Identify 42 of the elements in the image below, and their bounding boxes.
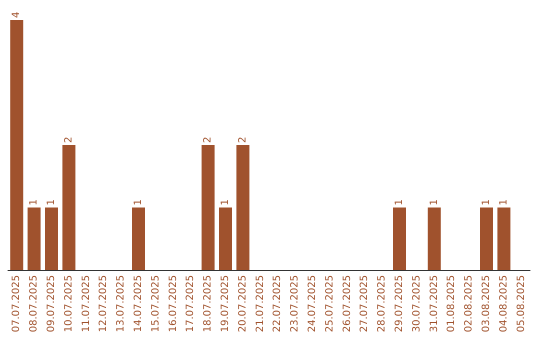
x-tick-label: 31.07.2025 <box>428 275 440 332</box>
x-tick-label: 28.07.2025 <box>376 275 388 332</box>
x-tick-label: 14.07.2025 <box>133 275 144 332</box>
data-label: 4 <box>11 12 22 18</box>
x-tick-label: 21.07.2025 <box>254 275 266 332</box>
x-tick-label: 08.07.2025 <box>28 275 40 332</box>
data-label: 1 <box>133 199 144 206</box>
x-tick-label: 11.07.2025 <box>80 275 92 332</box>
x-tick-label: 12.07.2025 <box>98 275 110 332</box>
data-label: 1 <box>498 199 510 206</box>
x-tick-label: 09.07.2025 <box>46 275 57 332</box>
data-label: 1 <box>220 199 231 206</box>
x-tick-label: 05.08.2025 <box>516 275 527 332</box>
x-tick-label: 24.07.2025 <box>307 275 318 332</box>
data-label: 1 <box>28 199 40 206</box>
data-label: 1 <box>428 199 440 206</box>
x-tick-label: 22.07.2025 <box>272 275 284 332</box>
x-tick-label: 25.07.2025 <box>324 275 336 332</box>
x-tick-label: 13.07.2025 <box>116 275 127 332</box>
data-label: 2 <box>63 136 74 143</box>
x-tick-label: 27.07.2025 <box>359 275 370 332</box>
x-tick-label: 04.08.2025 <box>498 275 510 332</box>
data-label: 2 <box>237 136 248 143</box>
data-label: 2 <box>202 136 214 143</box>
x-tick-label: 15.07.2025 <box>150 275 162 332</box>
x-tick-label: 29.07.2025 <box>394 275 405 332</box>
x-tick-label: 30.07.2025 <box>411 275 422 332</box>
x-tick-label: 23.07.2025 <box>290 275 301 332</box>
data-label: 1 <box>46 199 57 206</box>
data-label: 1 <box>481 199 492 206</box>
x-tick-label: 19.07.2025 <box>220 275 231 332</box>
x-tick-label: 02.08.2025 <box>464 275 475 332</box>
x-tick-label: 03.08.2025 <box>481 275 492 332</box>
x-tick-label: 16.07.2025 <box>168 275 179 332</box>
x-tick-label: 20.07.2025 <box>237 275 248 332</box>
data-label: 1 <box>394 199 405 206</box>
x-tick-label: 01.08.2025 <box>446 275 458 332</box>
x-tick-label: 10.07.2025 <box>63 275 74 332</box>
x-tick-label: 26.07.2025 <box>342 275 353 332</box>
x-tick-label: 07.07.2025 <box>11 275 22 332</box>
x-tick-label: 17.07.2025 <box>185 275 196 332</box>
x-tick-label: 18.07.2025 <box>202 275 214 332</box>
